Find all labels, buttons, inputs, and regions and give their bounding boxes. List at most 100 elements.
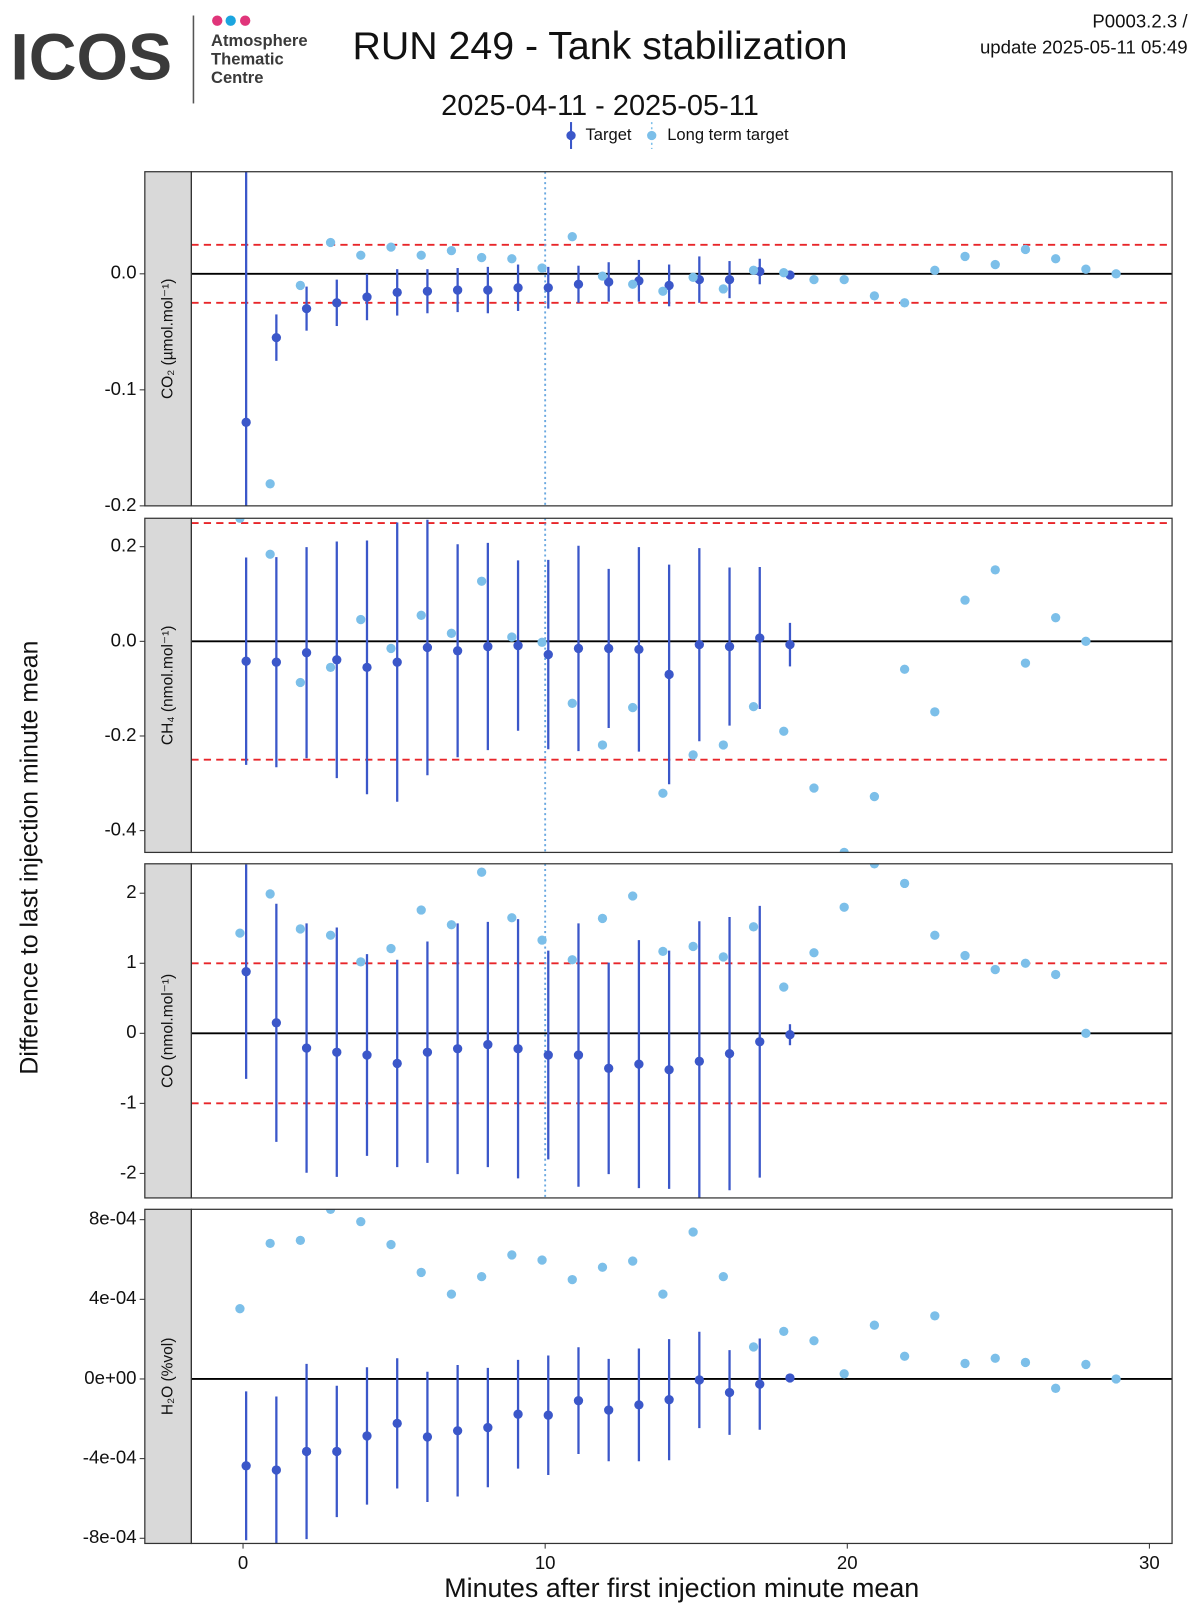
point xyxy=(1020,244,1031,255)
point xyxy=(513,1044,523,1054)
strip xyxy=(144,863,193,1199)
point xyxy=(755,633,765,643)
point xyxy=(664,669,674,680)
logo-dot xyxy=(225,15,236,26)
point xyxy=(573,1396,584,1406)
point xyxy=(271,1018,282,1028)
point xyxy=(930,1311,940,1321)
point xyxy=(452,646,463,656)
point xyxy=(392,287,402,298)
y-tick-label: 0e+00 xyxy=(84,1367,136,1388)
point xyxy=(332,655,342,665)
point xyxy=(452,1044,463,1054)
point xyxy=(483,285,493,295)
point xyxy=(386,643,396,654)
point xyxy=(271,657,282,667)
point xyxy=(718,952,728,962)
point xyxy=(930,707,940,717)
point xyxy=(295,280,306,291)
x-tick-label: 30 xyxy=(1139,1552,1160,1573)
point xyxy=(567,698,577,708)
y-tick-label: -0.2 xyxy=(104,724,136,745)
point xyxy=(869,791,880,802)
point xyxy=(265,1238,275,1249)
point xyxy=(930,265,940,275)
org-name: Thematic xyxy=(211,49,284,68)
point xyxy=(748,265,759,275)
point xyxy=(724,274,735,285)
point xyxy=(839,847,849,853)
point xyxy=(386,1239,396,1250)
point xyxy=(1081,636,1091,646)
point xyxy=(295,924,306,934)
point xyxy=(507,1250,517,1260)
point xyxy=(724,641,735,652)
point xyxy=(785,639,795,650)
point xyxy=(809,783,819,793)
point xyxy=(476,252,487,263)
point xyxy=(658,788,668,798)
point xyxy=(809,1336,819,1346)
point xyxy=(779,268,789,278)
point xyxy=(446,1289,457,1299)
point xyxy=(1111,269,1121,279)
point xyxy=(265,889,275,899)
point xyxy=(718,284,728,294)
point xyxy=(567,955,577,965)
point xyxy=(597,271,608,281)
point xyxy=(416,905,426,915)
point xyxy=(362,662,372,673)
point xyxy=(779,982,789,992)
y-tick-label: -0.4 xyxy=(104,819,136,840)
point xyxy=(899,878,910,889)
y-tick-label: -2 xyxy=(120,1161,137,1182)
y-tick-label: -1 xyxy=(120,1091,137,1112)
point xyxy=(241,417,251,427)
point xyxy=(537,637,547,647)
point xyxy=(809,948,819,958)
point xyxy=(779,1326,789,1337)
point xyxy=(1020,658,1031,668)
point xyxy=(416,1267,426,1278)
y-tick-label: 8e-04 xyxy=(89,1208,137,1229)
point xyxy=(386,943,396,954)
y-tick-label: 2 xyxy=(126,881,136,902)
point xyxy=(664,1065,674,1075)
point xyxy=(422,286,433,296)
point xyxy=(809,274,819,285)
point xyxy=(785,1373,795,1383)
y-tick-label: -8e-04 xyxy=(83,1526,137,1547)
point xyxy=(507,913,517,923)
point xyxy=(332,1047,342,1057)
point xyxy=(1020,1357,1031,1368)
point xyxy=(628,702,638,713)
x-tick-label: 0 xyxy=(238,1552,248,1573)
y-tick-label: 0.2 xyxy=(111,535,137,556)
point xyxy=(597,740,608,750)
x-axis-label: Minutes after first injection minute mea… xyxy=(444,1573,919,1603)
point xyxy=(785,1030,795,1040)
point xyxy=(567,232,577,242)
point xyxy=(634,1400,644,1410)
point xyxy=(960,251,970,262)
point xyxy=(628,1256,638,1266)
point xyxy=(990,1353,1000,1363)
point xyxy=(235,518,245,523)
point xyxy=(235,928,245,938)
point xyxy=(241,967,251,977)
point xyxy=(513,283,523,293)
point xyxy=(301,1446,312,1457)
update: update 2025-05-11 05:49 xyxy=(980,37,1188,58)
point xyxy=(604,277,614,287)
panel-border xyxy=(190,517,1173,854)
panel xyxy=(191,518,1173,853)
point xyxy=(507,632,517,642)
point xyxy=(416,610,426,620)
point xyxy=(416,250,426,260)
point xyxy=(356,250,366,260)
panel-border xyxy=(190,1208,1173,1545)
point xyxy=(452,285,463,295)
point xyxy=(325,662,336,673)
panel xyxy=(191,1209,1173,1544)
point xyxy=(356,1217,366,1227)
